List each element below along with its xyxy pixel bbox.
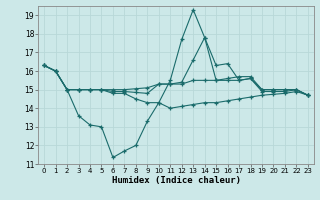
X-axis label: Humidex (Indice chaleur): Humidex (Indice chaleur) bbox=[111, 176, 241, 185]
